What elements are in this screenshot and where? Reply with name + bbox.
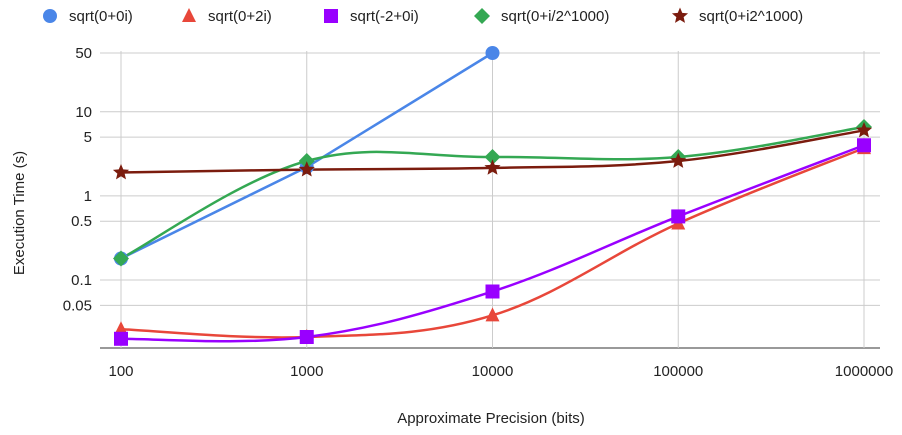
legend-marker-4 [474, 8, 490, 24]
y-tick-label: 0.05 [63, 297, 92, 314]
data-point-series-3 [299, 330, 314, 345]
data-point-series-5 [298, 161, 315, 177]
data-point-series-3 [857, 138, 871, 153]
legend-label-2: sqrt(0+2i) [208, 8, 272, 25]
data-point-series-4 [298, 152, 315, 169]
data-point-series-2 [485, 307, 500, 322]
x-tick-label: 1000000 [835, 363, 893, 380]
y-axis-title: Execution Time (s) [11, 151, 28, 275]
x-axis-title: Approximate Precision (bits) [397, 410, 585, 427]
data-point-series-2 [114, 321, 128, 336]
x-tick-label: 10000 [472, 363, 514, 380]
legend-marker-2 [182, 8, 196, 22]
data-point-series-5 [484, 159, 501, 175]
legend-marker-1 [43, 9, 57, 23]
legend-label-3: sqrt(-2+0i) [350, 8, 419, 25]
data-point-series-5 [112, 163, 130, 180]
legend-marker-5 [671, 7, 689, 23]
legend-label-1: sqrt(0+0i) [69, 8, 133, 25]
data-point-series-3 [671, 209, 686, 224]
legend: sqrt(0+0i) sqrt(0+2i) sqrt(-2+0i) sqrt(0+i/… [43, 7, 803, 25]
y-tick-label: 0.1 [71, 272, 92, 289]
legend-label-4: sqrt(0+i/2^1000) [501, 8, 609, 25]
data-point-series-3 [114, 331, 128, 346]
data-point-series-3 [485, 284, 500, 299]
y-tick-label: 10 [75, 104, 92, 121]
data-point-series-5 [855, 121, 873, 138]
gridlines [100, 51, 880, 349]
y-tick-label: 50 [75, 45, 92, 62]
x-tick-label: 1000 [290, 363, 323, 380]
x-axis-ticks: 100 1000 10000 100000 1000000 [108, 363, 893, 380]
data-point-series-5 [670, 152, 687, 168]
y-tick-label: 5 [84, 129, 92, 146]
data-point-series-1 [485, 46, 500, 60]
y-tick-label: 0.5 [71, 213, 92, 230]
x-tick-label: 100000 [653, 363, 703, 380]
y-tick-label: 1 [84, 188, 92, 205]
x-tick-label: 100 [108, 363, 133, 380]
legend-label-5: sqrt(0+i2^1000) [699, 8, 803, 25]
data-point-series-4 [113, 250, 129, 267]
legend-marker-3 [324, 9, 338, 23]
series-markers [112, 46, 873, 346]
data-point-series-4 [484, 149, 501, 166]
y-axis-ticks: 0.05 0.1 0.5 1 5 10 50 [63, 45, 92, 314]
